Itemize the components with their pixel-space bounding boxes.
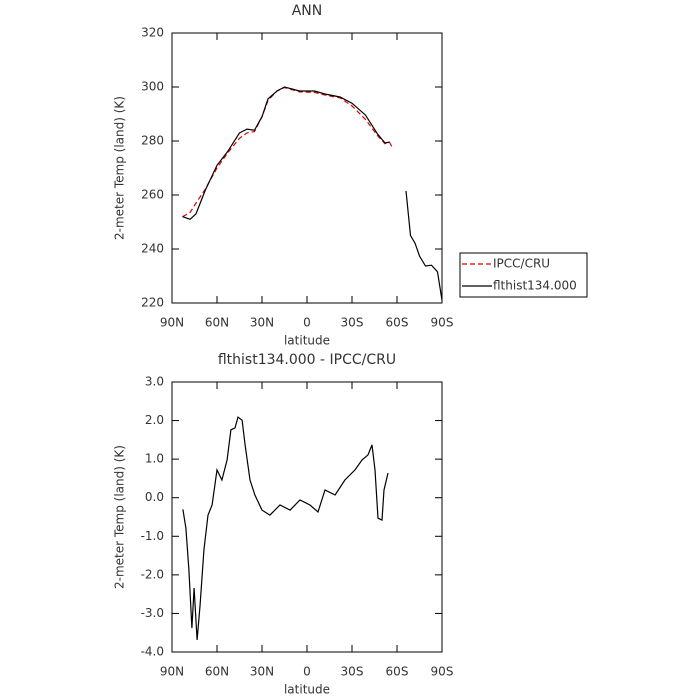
plot-frame xyxy=(171,32,443,304)
x-tick-label: 90N xyxy=(160,665,184,679)
x-tick-label: 0 xyxy=(303,316,311,330)
y-tick-label: -4.0 xyxy=(141,645,164,659)
x-tick-label: 0 xyxy=(303,665,311,679)
data-line xyxy=(182,86,443,301)
y-tick-label: 220 xyxy=(141,296,164,310)
x-tick-label: 30N xyxy=(250,316,274,330)
y-tick-label: 240 xyxy=(141,242,164,256)
y-tick-label: 320 xyxy=(141,26,164,40)
y-tick-label: -1.0 xyxy=(141,529,164,543)
x-axis-label: latitude xyxy=(284,334,330,348)
legend-label: IPCC/CRU xyxy=(493,257,550,271)
y-tick-label: 1.0 xyxy=(145,452,164,466)
y-tick-label: -3.0 xyxy=(141,606,164,620)
y-tick-label: 260 xyxy=(141,188,164,202)
y-tick-label: -2.0 xyxy=(141,567,164,581)
y-axis-label: 2-meter Temp (land) (K) xyxy=(113,445,127,589)
x-tick-label: 60N xyxy=(205,316,229,330)
x-tick-label: 90N xyxy=(160,316,184,330)
x-tick-label: 60N xyxy=(205,665,229,679)
data-line xyxy=(182,86,394,218)
x-tick-label: 30S xyxy=(341,316,364,330)
x-tick-label: 90S xyxy=(431,665,454,679)
x-tick-label: 60S xyxy=(386,665,409,679)
y-axis-label: 2-meter Temp (land) (K) xyxy=(113,96,127,240)
y-tick-label: 280 xyxy=(141,134,164,148)
chart-title: ANN xyxy=(292,3,323,19)
y-tick-label: 300 xyxy=(141,80,164,94)
chart-title: flthist134.000 - IPCC/CRU xyxy=(218,352,396,368)
y-tick-label: 0.0 xyxy=(145,490,164,504)
x-tick-label: 60S xyxy=(386,316,409,330)
legend-label: flthist134.000 xyxy=(493,279,577,293)
plot-frame xyxy=(171,381,443,653)
x-tick-label: 30N xyxy=(250,665,274,679)
y-tick-label: 2.0 xyxy=(145,413,164,427)
y-tick-label: 3.0 xyxy=(145,375,164,389)
legend-box xyxy=(459,252,588,298)
x-tick-label: 90S xyxy=(431,316,454,330)
x-axis-label: latitude xyxy=(284,683,330,697)
data-line xyxy=(182,416,389,641)
x-tick-label: 30S xyxy=(341,665,364,679)
